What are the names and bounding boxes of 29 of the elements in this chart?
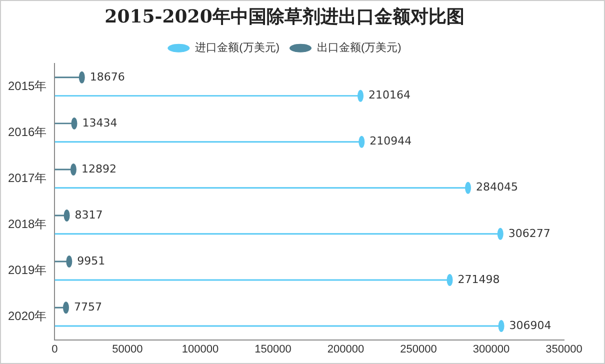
data-label: 210164 <box>368 88 411 102</box>
data-label: 271498 <box>458 272 500 286</box>
y-tick-label: 2017年 <box>8 170 47 185</box>
chart-title: 2015-2020年中国除草剂进出口金额对比图 <box>104 6 464 28</box>
legend-label: 出口金额(万美元) <box>317 41 402 54</box>
data-label: 306904 <box>509 318 552 332</box>
x-tick-label: 250000 <box>400 343 437 356</box>
data-label: 18676 <box>90 70 125 84</box>
data-label: 8317 <box>74 208 103 222</box>
y-tick-label: 2019年 <box>8 263 47 278</box>
data-label: 306277 <box>508 226 550 240</box>
data-label: 7757 <box>74 300 102 314</box>
x-tick-label: 150000 <box>254 343 292 356</box>
x-tick-label: 100000 <box>182 343 219 356</box>
x-tick-label: 50000 <box>112 343 143 356</box>
data-label: 210944 <box>370 134 412 148</box>
x-tick-label: 200000 <box>327 343 364 356</box>
y-tick-label: 2018年 <box>8 217 47 232</box>
y-tick-label: 2020年 <box>8 309 47 324</box>
y-tick-label: 2015年 <box>8 78 47 93</box>
x-tick-label: 350000 <box>546 343 582 356</box>
data-label: 9951 <box>77 254 106 268</box>
y-tick-label: 2016年 <box>8 124 47 139</box>
data-label: 284045 <box>476 180 518 194</box>
data-label: 13434 <box>82 116 118 130</box>
data-label: 12892 <box>81 162 116 176</box>
x-tick-label: 300000 <box>472 343 510 356</box>
x-tick-label: 0 <box>52 343 58 356</box>
legend-label: 进口金额(万美元) <box>195 41 280 54</box>
